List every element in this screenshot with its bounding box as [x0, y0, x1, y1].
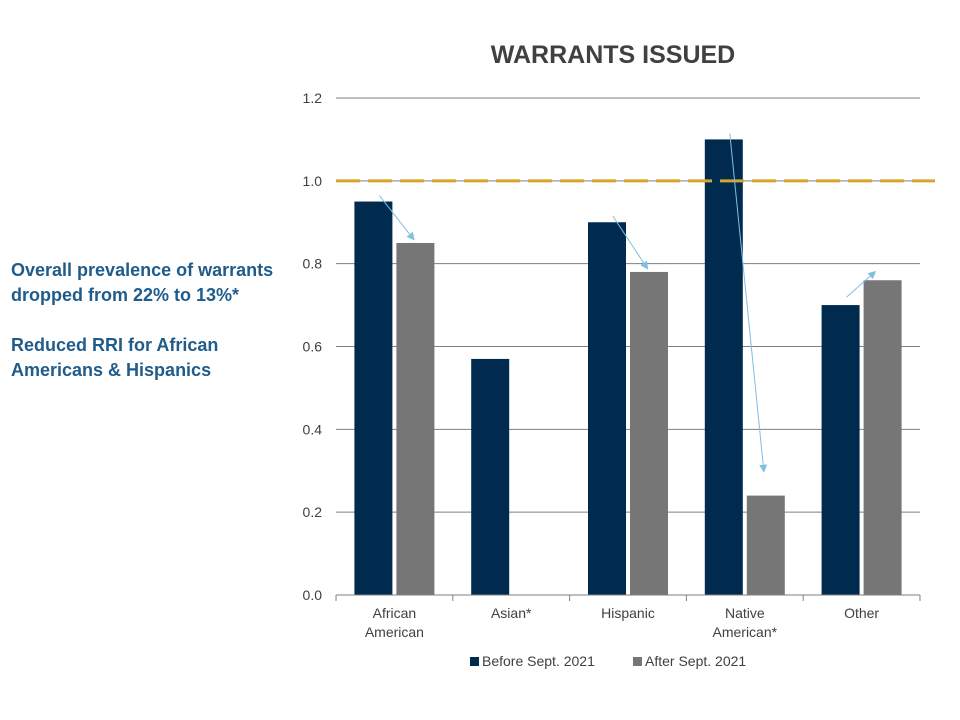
category-label: Native	[725, 605, 765, 621]
x-axis: African American Asian* Hispanic Native Ameri…	[335, 594, 921, 640]
trend-arrow	[846, 270, 877, 298]
legend-swatch	[470, 657, 479, 666]
category-label: Asian*	[491, 605, 532, 621]
legend-swatch	[633, 657, 642, 666]
bar	[746, 495, 785, 595]
trend-arrows	[379, 133, 877, 473]
bar	[821, 305, 860, 595]
y-tick-label: 0.0	[303, 587, 323, 603]
bar	[863, 280, 902, 595]
bars	[354, 139, 902, 596]
bar	[396, 242, 435, 596]
y-tick-label: 1.2	[303, 90, 323, 106]
legend-label: Before Sept. 2021	[482, 653, 595, 669]
bar	[471, 358, 510, 595]
side-annotation: Overall prevalence of warrants dropped f…	[11, 258, 291, 408]
trend-arrow	[729, 133, 768, 473]
bar	[704, 139, 743, 595]
category-label: American*	[713, 624, 778, 640]
rri-note: Reduced RRI for African Americans & Hisp…	[11, 335, 219, 380]
legend: Before Sept. 2021 After Sept. 2021	[470, 653, 746, 669]
y-axis-ticks: 0.0 0.2 0.4 0.6 0.8 1.0 1.2	[303, 90, 323, 603]
y-tick-label: 0.6	[303, 339, 323, 355]
trend-arrow	[379, 195, 415, 241]
category-label: Hispanic	[601, 605, 655, 621]
bar	[588, 222, 626, 595]
legend-label: After Sept. 2021	[645, 653, 746, 669]
y-tick-label: 0.4	[303, 421, 323, 437]
trend-arrow	[612, 215, 649, 270]
bar	[354, 201, 393, 595]
category-label: American	[365, 624, 424, 640]
category-label: Other	[844, 605, 879, 621]
bar	[630, 271, 668, 595]
prevalence-note: Overall prevalence of warrants dropped f…	[11, 260, 274, 305]
y-tick-label: 1.0	[303, 173, 323, 189]
chart-title: WARRANTS ISSUED	[491, 41, 735, 69]
category-label: African	[373, 605, 417, 621]
y-tick-label: 0.2	[303, 504, 323, 520]
y-tick-label: 0.8	[303, 256, 323, 272]
